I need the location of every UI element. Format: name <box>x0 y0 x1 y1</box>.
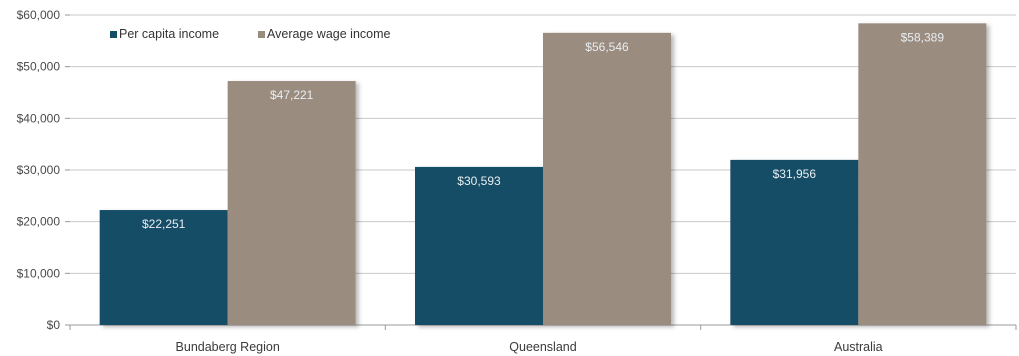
average-wage-income-bar <box>543 32 671 325</box>
y-tick-label: $20,000 <box>17 215 61 229</box>
per-capita-income-bar <box>99 210 228 325</box>
y-tick-label: $0 <box>47 318 61 332</box>
average-wage-income-bar <box>227 81 356 325</box>
per-capita-income-bar <box>415 166 543 325</box>
per-capita-income-bar <box>730 159 859 325</box>
bar-value-label: $58,389 <box>901 30 945 44</box>
legend-swatch <box>110 31 117 38</box>
axes: $0 $10,000 $20,000 $30,000 $40,000 $50,000 $60… <box>17 8 1017 354</box>
bars <box>99 23 987 326</box>
legend-label: Average wage income <box>267 27 391 41</box>
x-category-label: Queensland <box>509 340 576 354</box>
y-tick-label: $50,000 <box>17 60 61 74</box>
y-tick-label: $30,000 <box>17 163 61 177</box>
bar-value-label: $22,251 <box>142 217 186 231</box>
legend-swatch <box>258 31 265 38</box>
y-tick-label: $40,000 <box>17 111 61 125</box>
bar-value-label: $30,593 <box>457 174 501 188</box>
y-tick-label: $60,000 <box>17 8 61 22</box>
y-tick-label: $10,000 <box>17 266 61 280</box>
x-category-label: Australia <box>834 340 883 354</box>
legend: Per capita income Average wage income <box>110 27 391 41</box>
bar-value-label: $56,546 <box>585 40 629 54</box>
x-category-label: Bundaberg Region <box>176 340 280 354</box>
bar-value-label: $31,956 <box>773 167 817 181</box>
legend-label: Per capita income <box>119 27 219 41</box>
bar-value-label: $47,221 <box>270 88 314 102</box>
labels: $22,251 $30,593 $31,956 $47,221 $56,546 $58,3… <box>142 30 944 231</box>
average-wage-income-bar <box>858 23 987 326</box>
